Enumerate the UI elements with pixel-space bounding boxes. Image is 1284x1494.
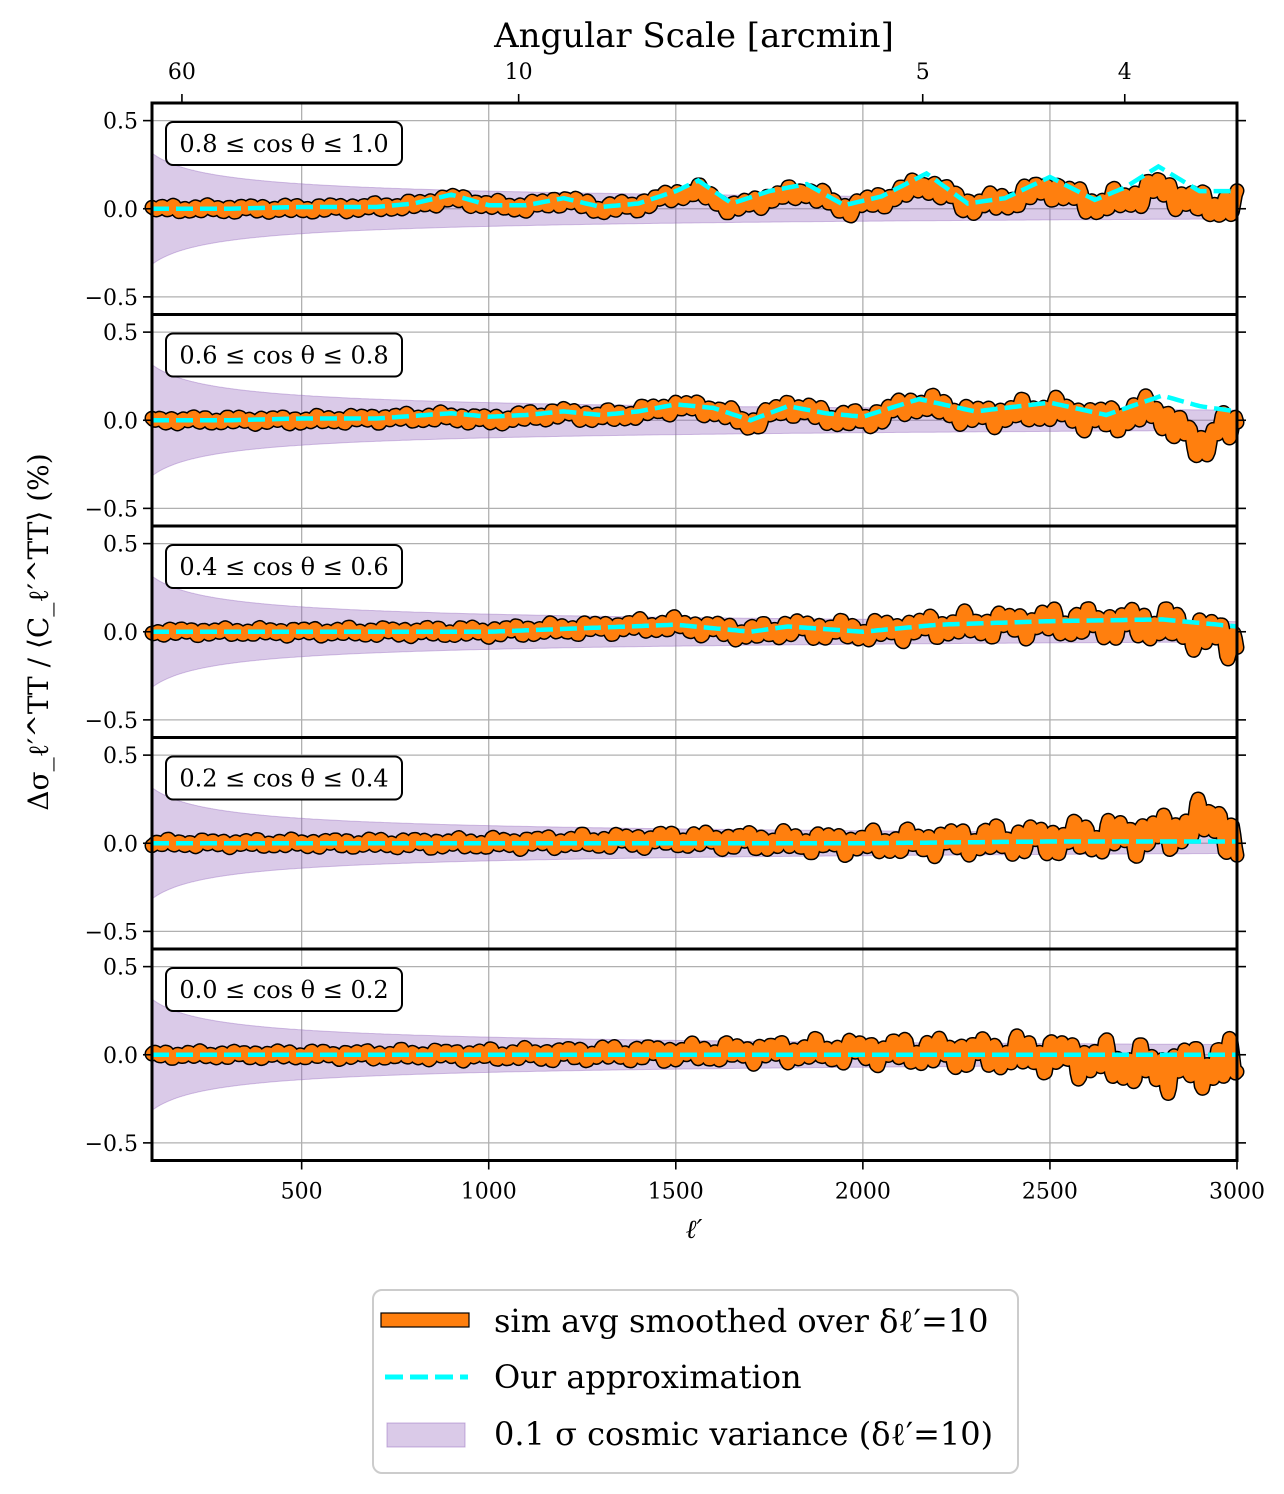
panel-1: −0.5 0.0 0.5 0.6 ≤ cos θ ≤ 0.8 bbox=[85, 313, 1246, 528]
bottom-axis: ℓ′ 500 1000 1500 2000 2500 3000 bbox=[281, 1160, 1265, 1245]
x-tick-label: 500 bbox=[281, 1180, 323, 1205]
y-tick-label: −0.5 bbox=[85, 920, 138, 945]
panel-label: 0.4 ≤ cos θ ≤ 0.6 bbox=[179, 553, 388, 581]
panel-0: −0.5 0.0 0.5 0.8 ≤ cos θ ≤ 1.0 bbox=[85, 101, 1246, 316]
panel-label: 0.8 ≤ cos θ ≤ 1.0 bbox=[179, 130, 388, 158]
y-tick-label: 0.5 bbox=[103, 533, 138, 558]
y-tick-label: 0.0 bbox=[103, 832, 138, 857]
y-tick-label: 0.0 bbox=[103, 1044, 138, 1069]
y-tick-label: 0.0 bbox=[103, 621, 138, 646]
panel-label-box bbox=[165, 755, 403, 801]
x-tick-label: 1500 bbox=[648, 1180, 704, 1205]
legend-frame bbox=[372, 1289, 1019, 1474]
approximation-line bbox=[152, 839, 1237, 846]
y-tick-label: −0.5 bbox=[85, 497, 138, 522]
approximation-line bbox=[152, 393, 1238, 423]
y-tick-label: 0.0 bbox=[103, 409, 138, 434]
y-axis-label: Δσ_ℓ′^TT / ⟨C_ℓ′^TT⟩ (%) bbox=[22, 453, 55, 810]
x-tick-label: 1000 bbox=[461, 1180, 517, 1205]
top-axis-tick-label: 5 bbox=[916, 60, 930, 85]
panel-label-box bbox=[165, 332, 403, 378]
y-tick-label: −0.5 bbox=[85, 1132, 138, 1157]
y-tick-label: 0.5 bbox=[103, 110, 138, 135]
legend-variance-swatch bbox=[386, 1422, 466, 1448]
y-tick-label: −0.5 bbox=[85, 709, 138, 734]
y-tick-label: 0.5 bbox=[103, 321, 138, 346]
top-axis-tick-label: 4 bbox=[1118, 60, 1132, 85]
x-tick-label: 3000 bbox=[1209, 1180, 1265, 1205]
approximation-line bbox=[152, 617, 1238, 635]
y-tick-label: 0.5 bbox=[103, 744, 138, 769]
panel-2: −0.5 0.0 0.5 0.4 ≤ cos θ ≤ 0.6 bbox=[85, 524, 1246, 739]
panel-3: −0.5 0.0 0.5 0.2 ≤ cos θ ≤ 0.4 bbox=[85, 736, 1246, 951]
x-tick-label: 2500 bbox=[1022, 1180, 1078, 1205]
panel-label: 0.2 ≤ cos θ ≤ 0.4 bbox=[179, 765, 388, 793]
panel-label-box bbox=[165, 967, 403, 1012]
panels-group: −0.5 0.0 0.5 0.8 ≤ cos θ ≤ 1.0 −0.5 0.0 0.5 0.6… bbox=[85, 101, 1246, 1162]
legend: sim avg smoothed over δℓ′=10 Our approxi… bbox=[372, 1289, 1019, 1474]
legend-sim-label: sim avg smoothed over δℓ′=10 bbox=[494, 1302, 988, 1340]
panel-label: 0.6 ≤ cos θ ≤ 0.8 bbox=[179, 342, 388, 370]
approximation-line bbox=[152, 163, 1237, 212]
x-tick-label: 2000 bbox=[835, 1180, 891, 1205]
top-axis-label: Angular Scale [arcmin] bbox=[493, 16, 894, 56]
x-axis-label: ℓ′ bbox=[686, 1215, 703, 1245]
y-tick-label: 0.5 bbox=[103, 956, 138, 981]
top-axis: Angular Scale [arcmin] 60 10 5 4 bbox=[168, 16, 1132, 103]
top-axis-tick-label: 10 bbox=[505, 60, 533, 85]
legend-approx-label: Our approximation bbox=[494, 1358, 802, 1396]
legend-sim-swatch bbox=[380, 1312, 470, 1328]
panel-label-box bbox=[165, 121, 403, 166]
top-axis-tick-label: 60 bbox=[168, 60, 196, 85]
y-tick-label: 0.0 bbox=[103, 198, 138, 223]
panel-4: −0.5 0.0 0.5 0.0 ≤ cos θ ≤ 0.2 bbox=[85, 947, 1246, 1162]
legend-variance-label: 0.1 σ cosmic variance (δℓ′=10) bbox=[494, 1415, 993, 1453]
y-tick-label: −0.5 bbox=[85, 286, 138, 311]
panel-label: 0.0 ≤ cos θ ≤ 0.2 bbox=[179, 976, 388, 1004]
panel-label-box bbox=[165, 544, 403, 589]
